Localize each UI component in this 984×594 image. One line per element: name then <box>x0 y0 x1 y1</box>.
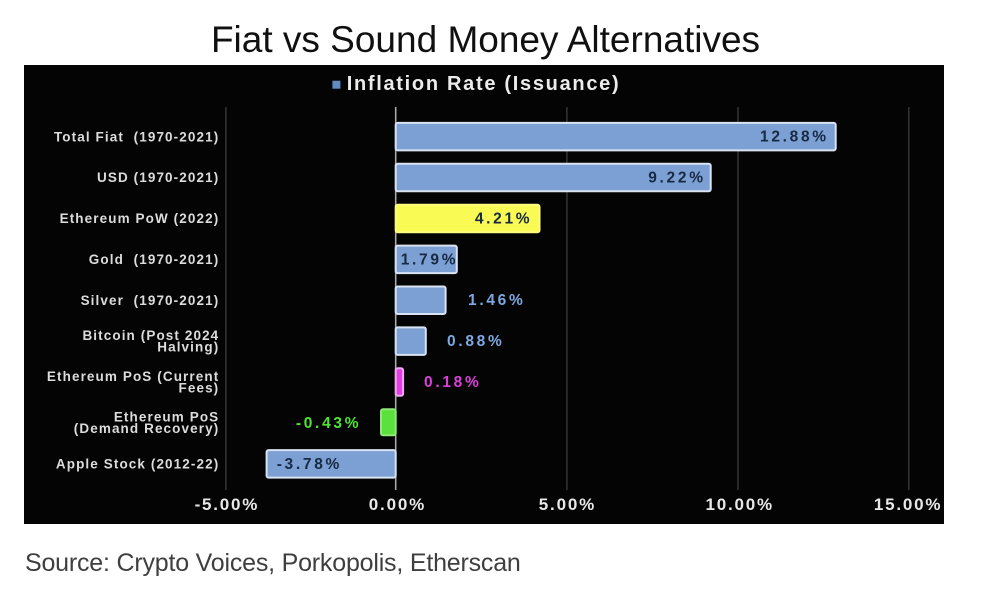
svg-text:Apple Stock (2012-22): Apple Stock (2012-22) <box>56 457 219 472</box>
svg-text:USD (1970-2021): USD (1970-2021) <box>97 170 219 185</box>
svg-text:Ethereum PoS: Ethereum PoS <box>114 410 219 425</box>
svg-text:5.00%: 5.00% <box>539 495 596 514</box>
svg-text:Bitcoin (Post 2024: Bitcoin (Post 2024 <box>82 328 219 343</box>
svg-text:Fees): Fees) <box>179 380 220 395</box>
svg-text:(Demand Recovery): (Demand Recovery) <box>74 421 220 436</box>
svg-text:Total Fiat (1970-2021): Total Fiat (1970-2021) <box>54 129 219 144</box>
svg-text:12.88%: 12.88% <box>760 129 829 146</box>
svg-text:Source: Crypto Voices, Porkopo: Source: Crypto Voices, Porkopolis, Ether… <box>25 549 521 577</box>
svg-text:-0.43%: -0.43% <box>296 415 361 432</box>
svg-text:10.00%: 10.00% <box>705 495 773 514</box>
svg-text:0.88%: 0.88% <box>447 333 504 350</box>
svg-text:0.00%: 0.00% <box>369 495 426 514</box>
svg-text:Halving): Halving) <box>157 339 219 354</box>
svg-text:Ethereum PoW (2022): Ethereum PoW (2022) <box>60 211 220 226</box>
svg-text:0.18%: 0.18% <box>424 374 481 391</box>
svg-text:Ethereum PoS (Current: Ethereum PoS (Current <box>47 369 219 384</box>
svg-text:15.00%: 15.00% <box>874 495 942 514</box>
svg-text:-5.00%: -5.00% <box>195 495 260 514</box>
svg-text:Gold (1970-2021): Gold (1970-2021) <box>89 252 220 267</box>
svg-text:1.79%: 1.79% <box>401 251 458 268</box>
svg-text:9.22%: 9.22% <box>648 170 705 187</box>
svg-text:4.21%: 4.21% <box>475 210 532 227</box>
svg-text:-3.78%: -3.78% <box>277 456 342 473</box>
svg-text:Silver (1970-2021): Silver (1970-2021) <box>81 293 220 308</box>
svg-text:Inflation Rate (Issuance): Inflation Rate (Issuance) <box>347 73 621 95</box>
svg-text:Fiat vs Sound Money Alternativ: Fiat vs Sound Money Alternatives <box>211 19 760 60</box>
svg-text:1.46%: 1.46% <box>468 292 525 309</box>
